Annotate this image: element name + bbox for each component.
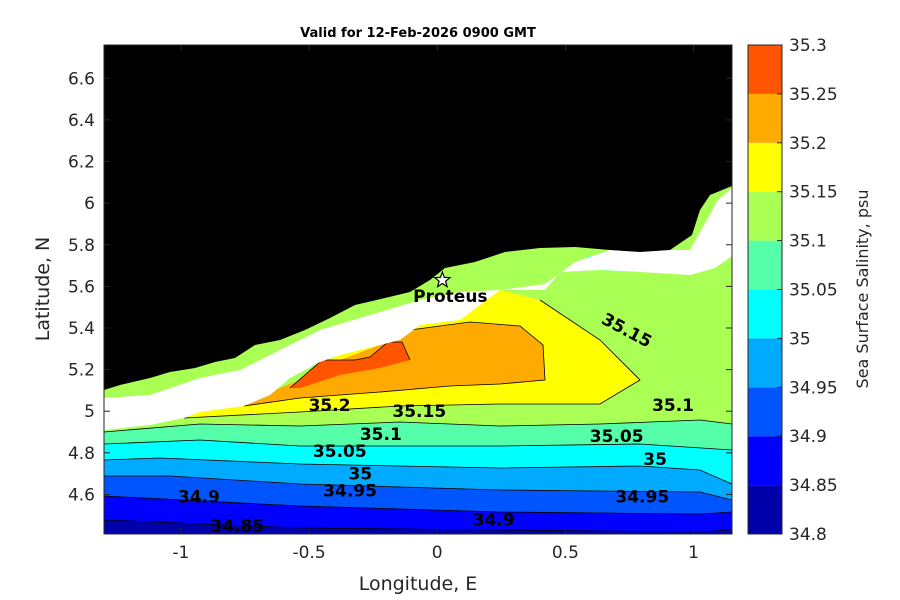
band-35-00	[104, 440, 732, 484]
y-tick-label: 4.6	[68, 485, 95, 505]
colorbar-tick-label: 35.1	[789, 232, 827, 252]
contour-line	[103, 519, 733, 533]
y-axis: 4.6 4.8 5 5.2 5.4 5.6 5.8 6 6.2 6.4 6.6	[68, 69, 732, 505]
contour-line	[103, 457, 733, 485]
contour-line	[243, 321, 546, 407]
colorbar-label: Sea Surface Salinity, psu	[853, 190, 872, 389]
x-axis-label: Longitude, E	[359, 573, 478, 595]
colorbar-segment	[748, 142, 782, 192]
colorbar-segment	[748, 93, 782, 143]
band-34-85	[104, 496, 732, 532]
band-35-25	[290, 342, 410, 388]
x-tick-label: 0	[432, 543, 443, 563]
colorbar-tick-label: 35.15	[789, 183, 838, 203]
contour-lines	[103, 299, 733, 533]
contour-line	[103, 439, 733, 451]
contour-label: 34.85	[210, 517, 264, 537]
colorbar-segment	[748, 45, 782, 94]
y-tick-label: 5.4	[68, 319, 95, 339]
contour-label: 35.1	[652, 396, 694, 416]
x-tick-label: 0.5	[552, 543, 579, 563]
x-tick-label: 1	[688, 543, 699, 563]
contour-label: 34.95	[615, 488, 669, 508]
band-35-05	[104, 420, 732, 450]
y-tick-label: 6.6	[68, 69, 95, 89]
y-tick-label: 5	[84, 402, 95, 422]
band-34-80	[104, 520, 732, 534]
contour-label: 35.15	[392, 402, 446, 422]
y-tick-label: 5.8	[68, 236, 95, 256]
colorbar-segment	[748, 289, 782, 339]
star-icon	[433, 270, 452, 288]
contour-line	[103, 419, 733, 433]
contour-label: 35	[348, 465, 372, 485]
y-tick-label: 5.6	[68, 277, 95, 297]
colorbar-segment	[748, 338, 782, 388]
colorbar-segment	[748, 240, 782, 290]
colorbar: 34.8 34.85 34.9 34.95 35 35.05 35.1 35.15 35.2 35…	[747, 36, 838, 545]
colorbar-segment	[748, 436, 782, 486]
plot-frame	[103, 44, 733, 535]
colorbar-segment	[748, 485, 782, 534]
colorbar-tick-label: 35.3	[789, 36, 827, 56]
colorbar-tick-label: 34.85	[789, 476, 838, 496]
x-tick-label: -0.5	[292, 543, 325, 563]
colorbar-segment	[748, 191, 782, 241]
y-tick-label: 5.2	[68, 361, 95, 381]
contour-line	[103, 495, 733, 515]
contour-label: 35	[643, 450, 667, 470]
contour-label: 34.95	[323, 481, 377, 501]
y-tick-label: 4.8	[68, 444, 95, 464]
contour-label: 35.05	[313, 442, 367, 462]
contour-label: 34.9	[473, 510, 515, 530]
y-tick-label: 6	[84, 194, 95, 214]
station-proteus	[433, 270, 452, 288]
colorbar-tick-label: 34.95	[789, 378, 838, 398]
colorbar-tick-label: 34.9	[789, 427, 827, 447]
y-tick-label: 6.2	[68, 153, 95, 173]
colorbar-tick-label: 34.8	[789, 525, 827, 545]
colorbar-tick-label: 35	[789, 329, 811, 349]
contour-label: 35.1	[360, 425, 402, 445]
land-mass	[104, 45, 732, 390]
y-tick-label: 6.4	[68, 111, 95, 131]
x-axis: -1 -0.5 0 0.5 1	[172, 45, 699, 563]
band-34-95	[104, 458, 732, 500]
colorbar-segment	[748, 387, 782, 437]
y-axis-label: Latitude, N	[32, 237, 54, 342]
band-34-90	[104, 476, 732, 514]
colorbar-tick-label: 35.2	[789, 134, 827, 154]
contour-label: 34.9	[178, 488, 220, 508]
colorbar-tick-label: 35.25	[789, 85, 838, 105]
station-label: Proteus	[413, 287, 487, 307]
colorbar-tick-label: 35.05	[789, 281, 838, 301]
x-tick-label: -1	[172, 543, 189, 563]
plot-area: Proteus 35.2 35.1535.135.053534.9534.934.…	[103, 44, 733, 537]
chart-title: Valid for 12-Feb-2026 0900 GMT	[300, 26, 536, 41]
contour-line	[104, 475, 733, 501]
contour-label: 35.2	[309, 396, 351, 416]
contour-label: 35.05	[590, 427, 644, 447]
no-data-region	[104, 188, 732, 430]
contour-line	[183, 299, 641, 419]
